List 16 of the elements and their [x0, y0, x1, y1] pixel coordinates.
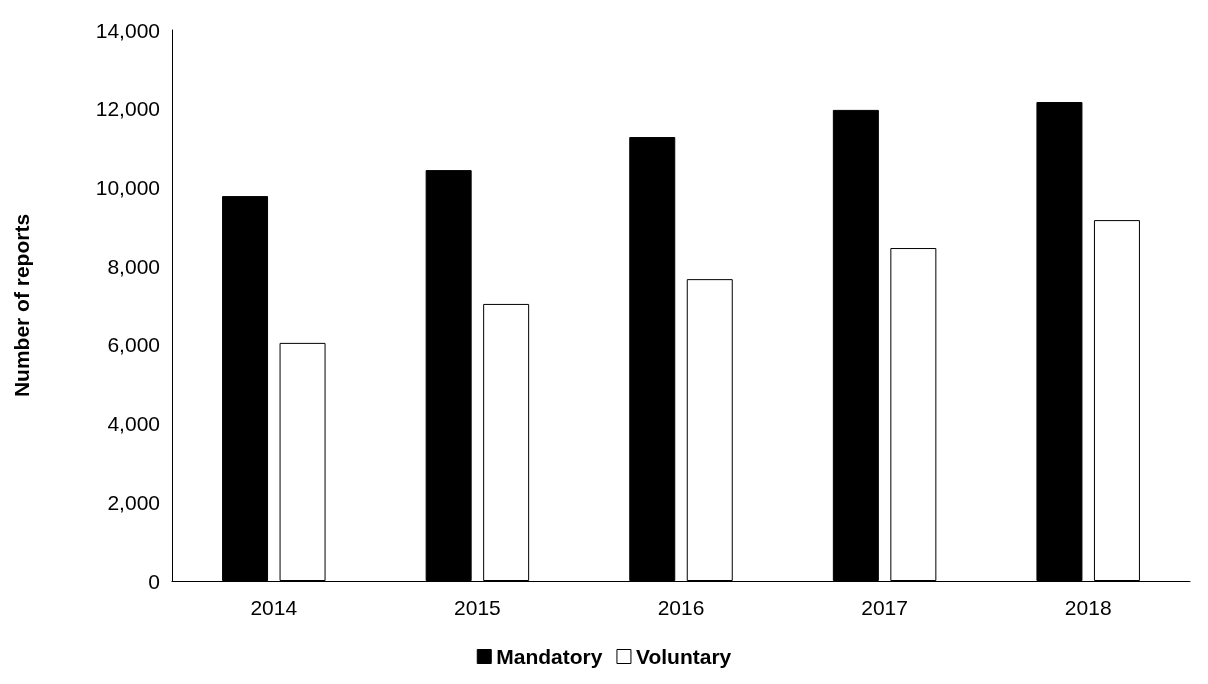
x-tick-label: 2015 — [454, 596, 501, 619]
legend-label: Mandatory — [496, 645, 603, 668]
y-tick-label: 12,000 — [95, 97, 160, 121]
y-tick-label: 10,000 — [95, 175, 160, 199]
y-tick-label: 8,000 — [107, 254, 160, 278]
x-tick-label: 2017 — [861, 596, 908, 619]
legend-label: Voluntary — [635, 645, 732, 668]
y-tick-label: 2,000 — [107, 490, 160, 514]
x-tick-label: 2018 — [1064, 596, 1112, 619]
y-tick-label: 0 — [148, 569, 160, 593]
y-tick-label: 14,000 — [95, 18, 160, 42]
x-tick-label: 2016 — [657, 596, 705, 619]
y-tick-label: 4,000 — [107, 412, 160, 436]
y-axis-title: Number of reports — [10, 213, 33, 398]
y-tick-label: 6,000 — [107, 333, 160, 357]
x-tick-label: 2014 — [250, 596, 298, 619]
